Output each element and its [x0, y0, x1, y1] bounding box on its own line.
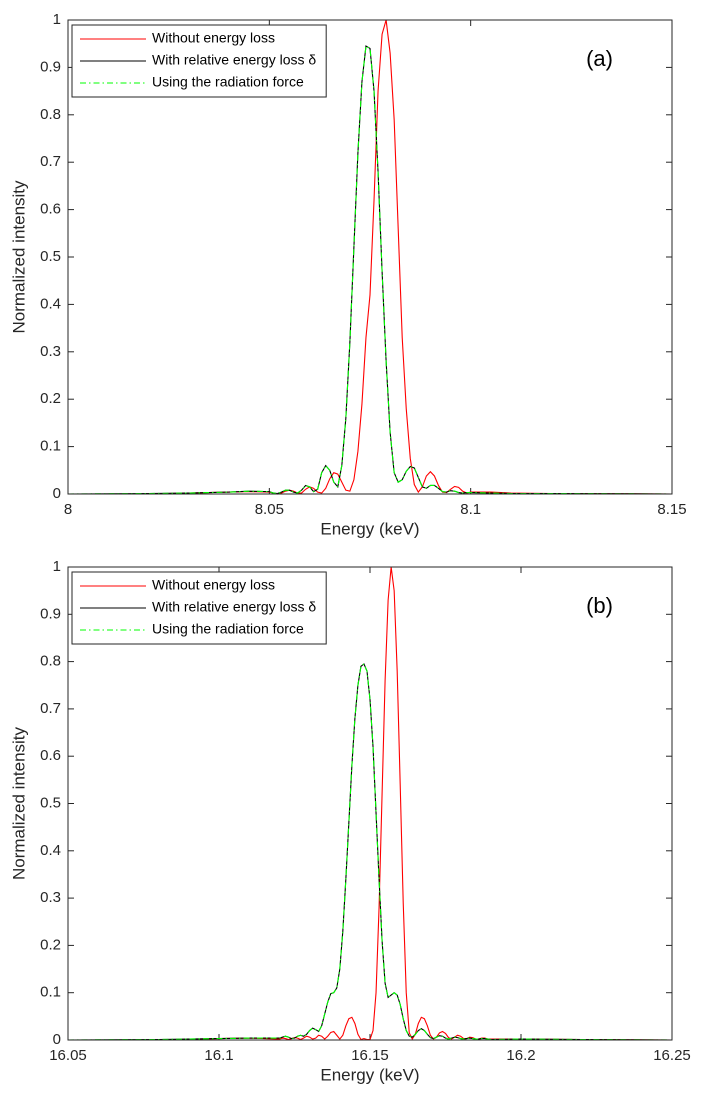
y-tick-label: 0.5 — [40, 248, 61, 265]
y-tick-label: 0.6 — [40, 201, 61, 218]
y-tick-label: 0 — [53, 1031, 61, 1048]
y-axis-label: Normalized intensity — [9, 726, 28, 880]
y-tick-label: 0.5 — [40, 794, 61, 811]
y-tick-label: 0.1 — [40, 438, 61, 455]
data-line — [68, 566, 673, 1041]
panel-annotation: (a) — [586, 46, 613, 71]
panel-annotation: (b) — [586, 593, 613, 618]
x-tick-label: 8.05 — [255, 501, 284, 518]
y-tick-label: 0.1 — [40, 984, 61, 1001]
legend-label: With relative energy loss δ — [152, 599, 316, 615]
x-tick-label: 16.05 — [49, 1047, 87, 1064]
y-tick-label: 0 — [53, 485, 61, 502]
data-line — [67, 663, 673, 1041]
y-tick-label: 0.9 — [40, 58, 61, 75]
y-tick-label: 0.2 — [40, 936, 61, 953]
series-group — [67, 566, 673, 1041]
legend-label: With relative energy loss δ — [152, 52, 316, 68]
y-tick-label: 0.4 — [40, 295, 61, 312]
axes-box — [67, 566, 673, 1041]
x-tick-label: 16.1 — [204, 1047, 233, 1064]
axes-box — [67, 19, 673, 495]
x-tick-label: 8.15 — [657, 501, 686, 518]
y-tick-label: 0.8 — [40, 106, 61, 123]
y-tick-label: 0.9 — [40, 605, 61, 622]
legend-label: Using the radiation force — [152, 74, 304, 90]
legend-label: Without energy loss — [152, 577, 275, 593]
plot-area — [68, 20, 672, 494]
y-tick-label: 0.3 — [40, 343, 61, 360]
x-tick-label: 16.2 — [506, 1047, 535, 1064]
data-line — [67, 45, 673, 495]
y-tick-label: 0.2 — [40, 390, 61, 407]
y-tick-label: 0.8 — [40, 653, 61, 670]
x-tick-label: 8.1 — [460, 501, 481, 518]
legend-label: Without energy loss — [152, 30, 275, 46]
y-tick-label: 0.4 — [40, 842, 61, 859]
legend-label: Using the radiation force — [152, 621, 304, 637]
y-axis-label: Normalized intensity — [9, 180, 28, 334]
y-tick-label: 1 — [53, 11, 61, 28]
y-tick-label: 0.7 — [40, 700, 61, 717]
y-tick-label: 1 — [53, 558, 61, 575]
plot-area — [68, 567, 672, 1040]
series-group — [67, 19, 673, 495]
x-tick-label: 16.25 — [653, 1047, 691, 1064]
x-tick-label: 8 — [64, 501, 72, 518]
y-tick-label: 0.6 — [40, 747, 61, 764]
y-tick-label: 0.3 — [40, 889, 61, 906]
y-tick-label: 0.7 — [40, 153, 61, 170]
x-axis-label: Energy (keV) — [320, 519, 419, 538]
x-axis-label: Energy (keV) — [320, 1065, 419, 1084]
x-tick-label: 16.15 — [351, 1047, 389, 1064]
